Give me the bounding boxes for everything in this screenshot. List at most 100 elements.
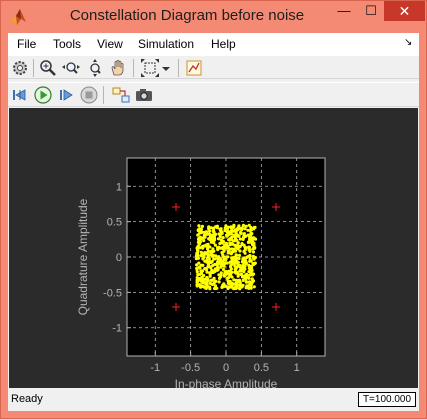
signal-point (217, 256, 221, 260)
simulation-time: T=100.000 (358, 392, 416, 407)
zoom-in-icon[interactable] (38, 58, 58, 78)
stop-icon[interactable] (79, 85, 99, 105)
signal-point (240, 272, 244, 277)
step-forward-icon[interactable] (56, 85, 76, 105)
signal-point (210, 268, 214, 273)
autoscale-icon[interactable] (140, 58, 160, 78)
menu-view[interactable]: View (97, 37, 123, 51)
signal-point (219, 229, 223, 233)
y-tick-label: -0.5 (103, 287, 122, 299)
signal-point (234, 271, 238, 275)
constellation-plot[interactable]: -1 -0.5 0 0.5 1 -1 -0.5 0 0.5 1 In-phase Amplitude… (9, 108, 418, 388)
signal-point (236, 241, 240, 245)
signal-point (209, 265, 213, 269)
signal-point (237, 245, 241, 249)
signal-point (230, 283, 235, 287)
toolbar-separator (178, 59, 179, 77)
signal-point (219, 265, 223, 269)
signal-point (222, 264, 226, 268)
signal-point (247, 276, 251, 280)
autoscale-dropdown-icon[interactable] (160, 58, 172, 78)
signal-point (221, 245, 225, 250)
signal-point (228, 269, 232, 273)
signal-point (209, 251, 213, 255)
signal-point (206, 277, 210, 281)
signal-point (251, 250, 256, 254)
signal-point (241, 283, 245, 287)
signal-point (197, 224, 201, 228)
signal-point (250, 243, 255, 247)
run-icon[interactable] (33, 85, 53, 105)
signal-point (200, 269, 204, 273)
highlight-block-icon[interactable] (111, 85, 131, 105)
y-tick-label: 0.5 (107, 217, 122, 229)
dock-arrow-icon[interactable]: ↘ (404, 37, 413, 48)
signal-point (205, 285, 209, 289)
menu-tools[interactable]: Tools (53, 37, 82, 51)
signal-point (243, 227, 247, 231)
signal-point (248, 259, 252, 263)
signal-point (241, 223, 246, 227)
signal-point (197, 261, 201, 265)
minimize-button[interactable]: — (337, 3, 351, 18)
signal-point (232, 278, 236, 282)
window-title: Constellation Diagram before noise (69, 7, 305, 24)
maximize-button[interactable]: ☐ (365, 3, 377, 18)
signal-point (202, 273, 206, 278)
signal-point (208, 273, 212, 277)
signal-point (234, 245, 238, 249)
reference-point (172, 203, 181, 212)
title-bar[interactable]: Constellation Diagram before noise — ☐ ✕ (1, 1, 426, 33)
pan-icon[interactable] (108, 58, 128, 78)
close-button[interactable]: ✕ (384, 1, 425, 21)
menu-file[interactable]: File (17, 37, 37, 51)
signal-point (251, 247, 255, 251)
zoom-x-icon[interactable] (61, 58, 81, 78)
signal-point (236, 260, 240, 264)
signal-point (240, 275, 245, 279)
signal-point (196, 233, 200, 237)
signal-point (218, 274, 222, 278)
menu-simulation[interactable]: Simulation (138, 37, 195, 51)
signal-point (244, 276, 248, 281)
signal-point (197, 283, 201, 287)
signal-point (206, 263, 210, 267)
signal-point (214, 225, 218, 229)
signal-point (244, 224, 248, 228)
signal-point (235, 233, 239, 237)
zoom-y-icon[interactable] (85, 58, 105, 78)
signal-point (217, 280, 221, 284)
signal-point (220, 251, 224, 255)
signal-point (219, 259, 223, 263)
signal-point (232, 286, 236, 290)
signal-point (247, 223, 251, 227)
signal-point (234, 253, 239, 257)
signal-point (238, 230, 243, 235)
toolbar-separator (133, 59, 134, 77)
signal-point (250, 266, 254, 270)
signal-point (196, 253, 200, 258)
signal-point (240, 228, 244, 232)
signal-point (248, 249, 252, 253)
signal-point (250, 232, 254, 236)
signal-point (228, 274, 232, 278)
toolbar-separator (103, 86, 104, 104)
x-axis-label: In-phase Amplitude (175, 377, 278, 388)
parameters-icon[interactable] (10, 58, 30, 78)
menu-help[interactable]: Help (211, 37, 236, 51)
signal-point (195, 263, 199, 267)
signal-point (248, 253, 252, 258)
signal-point (245, 284, 249, 288)
signal-point (238, 287, 242, 291)
step-back-icon[interactable] (10, 85, 30, 105)
signal-point (232, 225, 236, 229)
signal-point (220, 241, 224, 245)
signal-point (243, 248, 247, 252)
reference-point (271, 203, 280, 212)
signal-point (213, 243, 217, 247)
menu-bar: File Tools View Simulation Help ↘ (8, 33, 419, 55)
window-client: File Tools View Simulation Help ↘ (8, 33, 419, 411)
signal-point (198, 227, 202, 231)
snapshot-icon[interactable] (134, 85, 154, 105)
legend-icon[interactable] (184, 58, 204, 78)
